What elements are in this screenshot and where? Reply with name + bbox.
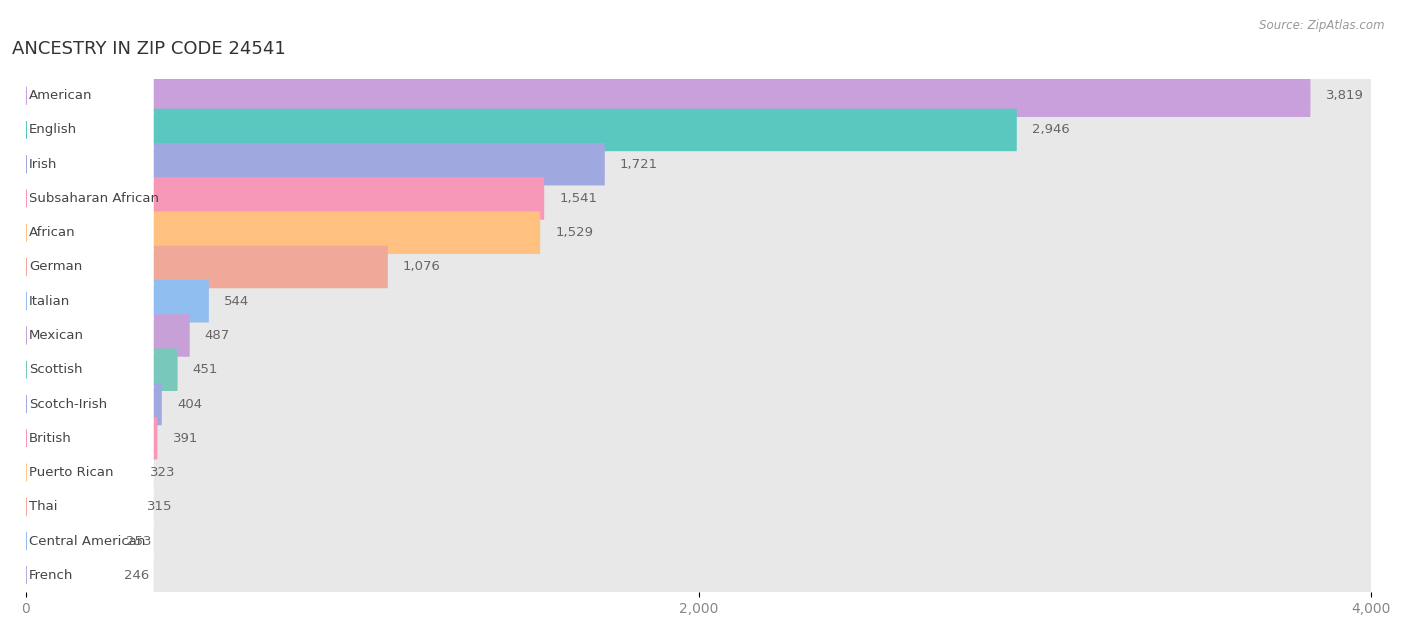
Bar xyxy=(0,353,1405,387)
FancyBboxPatch shape xyxy=(25,486,132,528)
Text: ANCESTRY IN ZIP CODE 24541: ANCESTRY IN ZIP CODE 24541 xyxy=(13,40,287,58)
Text: English: English xyxy=(28,124,77,137)
Bar xyxy=(0,182,1405,216)
FancyBboxPatch shape xyxy=(25,348,177,391)
Text: 315: 315 xyxy=(148,500,173,513)
Bar xyxy=(0,455,1405,489)
FancyBboxPatch shape xyxy=(25,348,1371,391)
Text: German: German xyxy=(28,260,82,274)
FancyBboxPatch shape xyxy=(25,177,544,220)
FancyBboxPatch shape xyxy=(25,109,1371,151)
FancyBboxPatch shape xyxy=(25,554,1371,596)
Bar xyxy=(0,421,1405,455)
FancyBboxPatch shape xyxy=(25,280,209,323)
Text: 1,721: 1,721 xyxy=(620,158,658,171)
Text: Central American: Central American xyxy=(28,535,145,547)
FancyBboxPatch shape xyxy=(25,246,1371,289)
FancyBboxPatch shape xyxy=(25,211,540,254)
FancyBboxPatch shape xyxy=(25,146,153,183)
FancyBboxPatch shape xyxy=(25,556,153,594)
Text: 544: 544 xyxy=(224,295,249,308)
Bar xyxy=(0,558,1405,592)
FancyBboxPatch shape xyxy=(25,522,153,560)
FancyBboxPatch shape xyxy=(25,520,111,562)
Text: British: British xyxy=(28,431,72,445)
FancyBboxPatch shape xyxy=(25,211,1371,254)
Bar xyxy=(0,524,1405,558)
Text: 1,529: 1,529 xyxy=(555,226,593,239)
FancyBboxPatch shape xyxy=(25,417,157,460)
FancyBboxPatch shape xyxy=(25,520,1371,562)
Bar xyxy=(0,318,1405,353)
FancyBboxPatch shape xyxy=(25,317,153,354)
FancyBboxPatch shape xyxy=(25,249,153,286)
FancyBboxPatch shape xyxy=(25,451,135,494)
Text: Irish: Irish xyxy=(28,158,58,171)
Bar xyxy=(0,250,1405,284)
FancyBboxPatch shape xyxy=(25,488,153,526)
FancyBboxPatch shape xyxy=(25,111,153,149)
FancyBboxPatch shape xyxy=(25,554,108,596)
Text: Source: ZipAtlas.com: Source: ZipAtlas.com xyxy=(1260,19,1385,32)
Bar xyxy=(0,284,1405,318)
Text: 391: 391 xyxy=(173,431,198,445)
FancyBboxPatch shape xyxy=(25,143,605,185)
FancyBboxPatch shape xyxy=(25,417,1371,460)
FancyBboxPatch shape xyxy=(25,214,153,251)
FancyBboxPatch shape xyxy=(25,109,1017,151)
Bar xyxy=(0,216,1405,250)
Text: Italian: Italian xyxy=(28,295,70,308)
Text: Mexican: Mexican xyxy=(28,329,84,342)
FancyBboxPatch shape xyxy=(25,246,388,289)
Text: 246: 246 xyxy=(124,569,149,582)
Text: French: French xyxy=(28,569,73,582)
Bar xyxy=(0,79,1405,113)
Text: 404: 404 xyxy=(177,397,202,410)
Text: Thai: Thai xyxy=(28,500,58,513)
Text: Scotch-Irish: Scotch-Irish xyxy=(28,397,107,410)
FancyBboxPatch shape xyxy=(25,280,1371,323)
FancyBboxPatch shape xyxy=(25,143,1371,185)
FancyBboxPatch shape xyxy=(25,314,190,357)
Text: African: African xyxy=(28,226,76,239)
Text: Puerto Rican: Puerto Rican xyxy=(28,466,114,479)
Bar xyxy=(0,113,1405,147)
Text: 2,946: 2,946 xyxy=(1032,124,1070,137)
FancyBboxPatch shape xyxy=(25,283,153,320)
FancyBboxPatch shape xyxy=(25,180,153,217)
FancyBboxPatch shape xyxy=(25,486,1371,528)
FancyBboxPatch shape xyxy=(25,383,1371,425)
FancyBboxPatch shape xyxy=(25,75,1371,117)
FancyBboxPatch shape xyxy=(25,454,153,491)
FancyBboxPatch shape xyxy=(25,383,162,425)
Text: 487: 487 xyxy=(205,329,231,342)
Text: 253: 253 xyxy=(127,535,152,547)
FancyBboxPatch shape xyxy=(25,75,1310,117)
Text: 3,819: 3,819 xyxy=(1326,90,1364,102)
Text: 1,076: 1,076 xyxy=(404,260,441,274)
Text: 323: 323 xyxy=(149,466,176,479)
FancyBboxPatch shape xyxy=(25,351,153,388)
FancyBboxPatch shape xyxy=(25,314,1371,357)
FancyBboxPatch shape xyxy=(25,451,1371,494)
Text: Subsaharan African: Subsaharan African xyxy=(28,192,159,205)
FancyBboxPatch shape xyxy=(25,385,153,422)
Text: American: American xyxy=(28,90,93,102)
FancyBboxPatch shape xyxy=(25,420,153,457)
Bar xyxy=(0,489,1405,524)
FancyBboxPatch shape xyxy=(25,177,1371,220)
Bar xyxy=(0,147,1405,182)
Text: 451: 451 xyxy=(193,363,218,376)
Text: 1,541: 1,541 xyxy=(560,192,598,205)
FancyBboxPatch shape xyxy=(25,77,153,115)
Text: Scottish: Scottish xyxy=(28,363,83,376)
Bar xyxy=(0,387,1405,421)
